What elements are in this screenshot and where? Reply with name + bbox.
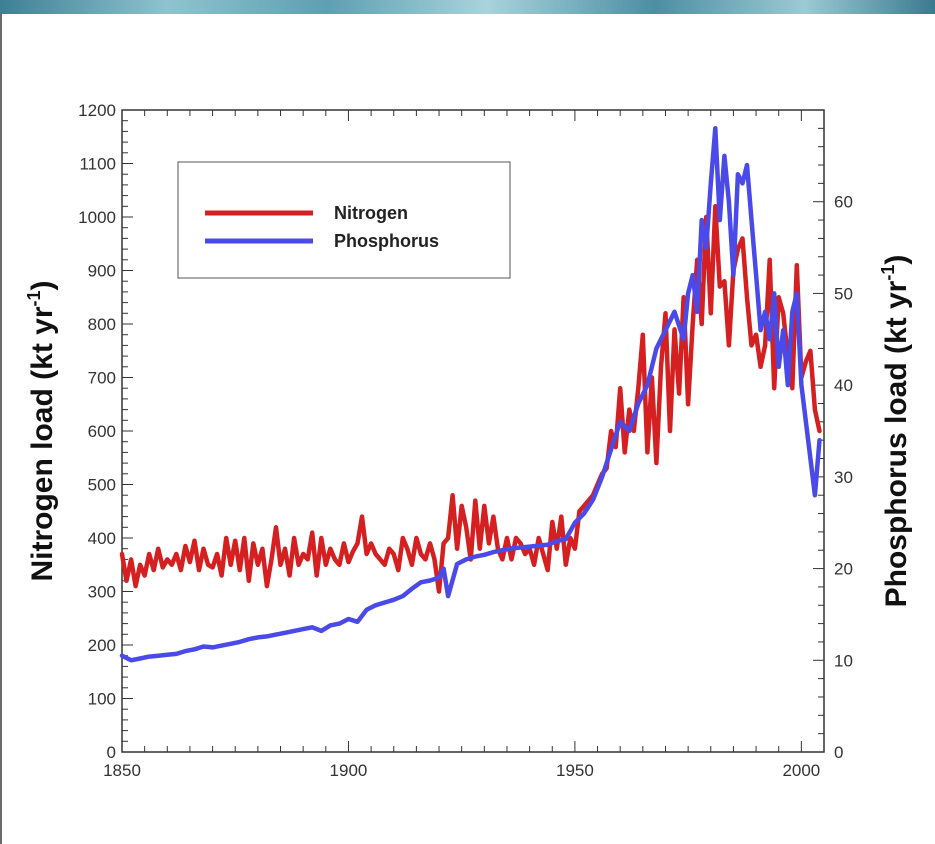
y-tick-label: 300 — [88, 583, 116, 602]
legend-box — [177, 161, 511, 279]
y-tick-label: 200 — [88, 636, 116, 655]
x-tick-label: 1950 — [556, 761, 594, 780]
x-tick-label: 2000 — [782, 761, 820, 780]
legend: Nitrogen Phosphorus — [177, 161, 511, 279]
x-tick-label: 1900 — [330, 761, 368, 780]
y2-tick-label: 60 — [834, 193, 853, 212]
phosphorus-line — [119, 126, 822, 663]
y-tick-label: 0 — [107, 743, 116, 762]
legend-label-phosphorus: Phosphorus — [334, 231, 439, 251]
y-axis-title: Nitrogen load (kt yr-1) — [24, 280, 59, 581]
top-banner — [0, 0, 935, 14]
y2-tick-label: 0 — [834, 743, 843, 762]
y-tick-label: 1100 — [79, 155, 116, 174]
legend-label-nitrogen: Nitrogen — [334, 203, 408, 223]
y2-tick-label: 20 — [834, 560, 853, 579]
x-tick-label: 1850 — [103, 761, 141, 780]
y2-tick-label: 10 — [834, 651, 853, 670]
y-tick-label: 700 — [88, 369, 116, 388]
tick-labels: 1850 1900 1950 2000010020030040050060070080… — [78, 101, 853, 780]
axis-ticks — [121, 109, 825, 753]
y2-tick-label: 50 — [834, 284, 853, 303]
y-tick-label: 500 — [88, 476, 116, 495]
y-tick-label: 100 — [88, 690, 116, 709]
slide-frame-edge — [0, 14, 2, 844]
y-tick-label: 1200 — [78, 101, 116, 120]
y-tick-label: 900 — [88, 262, 116, 281]
y2-axis-title: Phosphorus load (kt yr-1) — [878, 255, 913, 608]
y-tick-label: 1000 — [78, 208, 116, 227]
y-tick-label: 600 — [88, 422, 116, 441]
y2-tick-label: 30 — [834, 468, 853, 487]
y-tick-label: 800 — [88, 315, 116, 334]
data-lines — [119, 126, 822, 663]
y2-tick-label: 40 — [834, 376, 853, 395]
y-tick-label: 400 — [88, 529, 116, 548]
